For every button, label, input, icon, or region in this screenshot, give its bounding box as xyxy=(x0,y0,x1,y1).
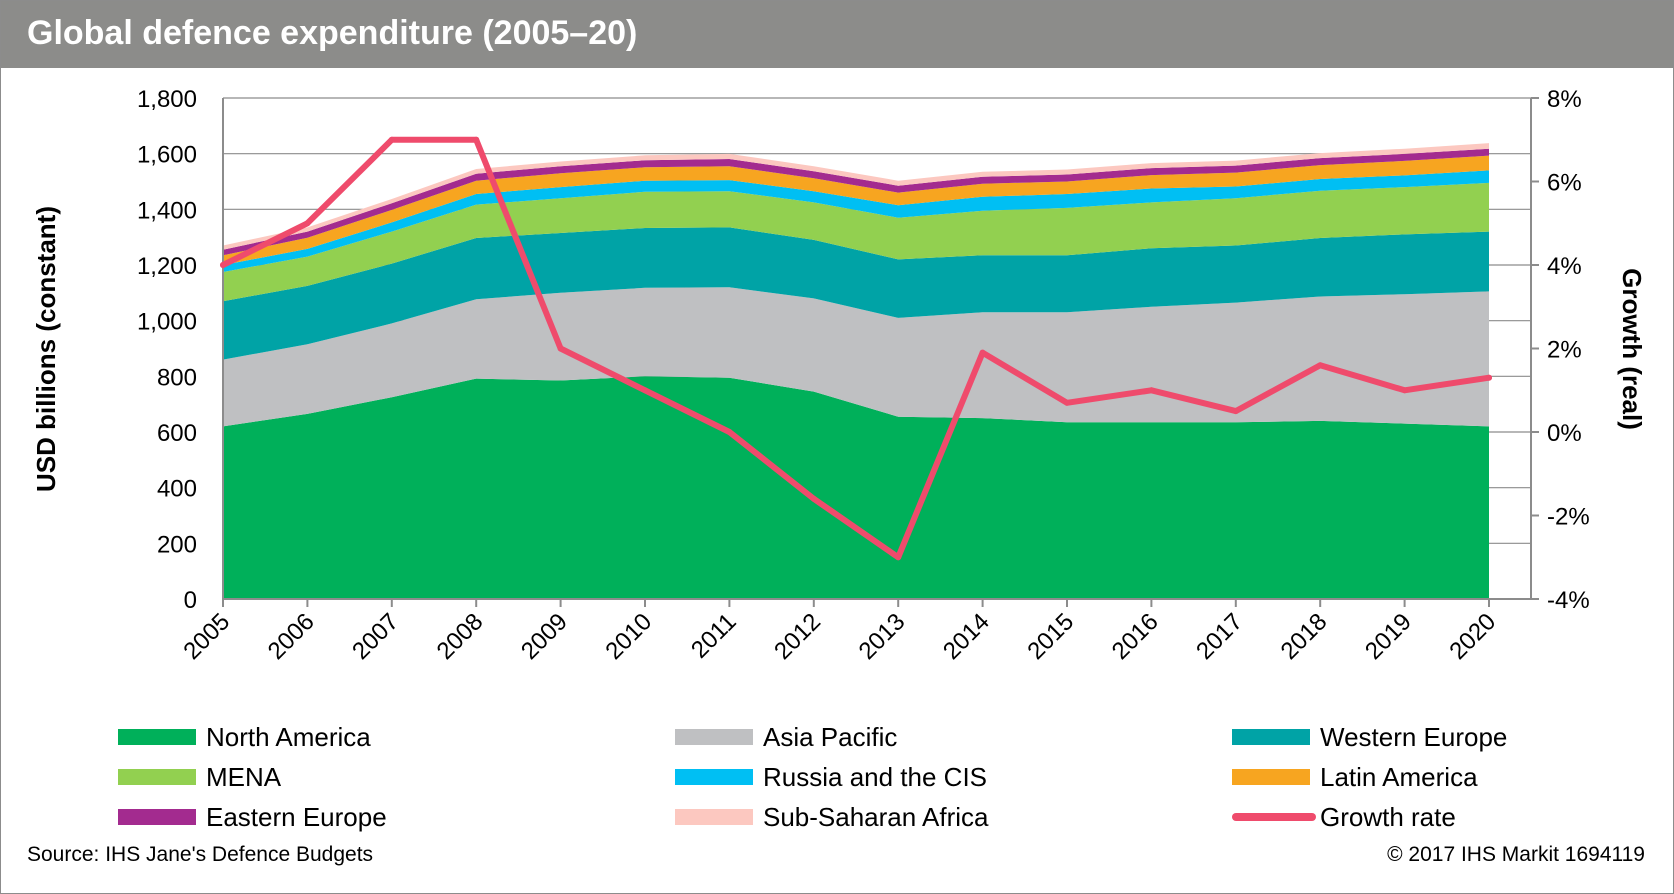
growth-rate-point xyxy=(220,262,226,268)
y-tick-label: 200 xyxy=(157,531,197,558)
growth-rate-point xyxy=(557,345,564,352)
growth-rate-point xyxy=(979,349,986,356)
x-tick-label: 2020 xyxy=(1444,608,1501,665)
area-north-america xyxy=(223,376,1489,599)
legend-label: Latin America xyxy=(1320,762,1478,792)
legend-label: Sub-Saharan Africa xyxy=(763,802,989,832)
growth-rate-point xyxy=(388,136,395,143)
growth-line-layer xyxy=(220,136,1492,561)
y-tick-label: 800 xyxy=(157,364,197,391)
y-axis-title: USD billions (constant) xyxy=(31,206,61,492)
y-tick-label: 0 xyxy=(184,587,197,614)
growth-rate-point xyxy=(642,387,648,394)
x-tick-label: 2019 xyxy=(1360,608,1417,665)
legend-swatch xyxy=(118,809,196,825)
growth-rate-point xyxy=(726,429,733,435)
legend-swatch xyxy=(1232,729,1310,745)
growth-rate-line xyxy=(220,136,1492,561)
growth-rate-point xyxy=(304,220,311,227)
y2-tick-label: 6% xyxy=(1547,170,1582,197)
area-russia-and-the-cis xyxy=(223,170,1489,272)
y2-tick-label: -2% xyxy=(1547,504,1590,531)
x-tick-label: 2011 xyxy=(686,608,742,664)
legend-label: Western Europe xyxy=(1320,722,1508,752)
y2-tick-label: 0% xyxy=(1547,420,1582,447)
area-asia-pacific xyxy=(223,287,1489,427)
copyright-note: © 2017 IHS Markit 1694119 xyxy=(1387,843,1645,866)
x-tick-label: 2008 xyxy=(432,608,489,665)
legend-swatch xyxy=(675,729,753,745)
y2-tick-label: 2% xyxy=(1547,337,1582,364)
x-tick-label: 2018 xyxy=(1276,608,1333,665)
y-tick-label: 400 xyxy=(157,476,197,503)
title-bar: Global defence expenditure (2005–20) xyxy=(1,1,1673,68)
stacked-areas xyxy=(223,143,1489,599)
legend-label: Asia Pacific xyxy=(763,722,898,752)
area-mena xyxy=(223,182,1489,302)
area-latin-america xyxy=(223,155,1489,265)
x-tick-label: 2013 xyxy=(854,608,911,665)
growth-rate-point xyxy=(1232,408,1239,415)
area-western-europe xyxy=(223,227,1489,360)
growth-rate-point xyxy=(1486,374,1492,381)
y2-axis-title: Growth (real) xyxy=(1617,268,1647,430)
y-tick-label: 1,400 xyxy=(137,197,197,224)
legend-swatch xyxy=(1232,769,1310,785)
x-tick-label: 2005 xyxy=(178,608,235,665)
growth-rate-point xyxy=(1148,387,1155,394)
legend-label: Russia and the CIS xyxy=(763,762,988,792)
y2-tick-label: 8% xyxy=(1547,86,1582,113)
y-tick-label: 600 xyxy=(157,420,197,447)
legend-label: MENA xyxy=(206,762,282,792)
x-tick-label: 2007 xyxy=(347,608,404,665)
legend-label: Eastern Europe xyxy=(206,802,387,832)
x-tick-label: 2006 xyxy=(263,608,320,665)
y2-tick-label: 4% xyxy=(1547,253,1582,280)
growth-rate-point xyxy=(1401,387,1408,394)
legend-label: Growth rate xyxy=(1320,802,1456,832)
legend-swatch xyxy=(118,729,196,745)
x-tick-label: 2015 xyxy=(1022,608,1079,665)
axes xyxy=(222,97,1539,607)
x-tick-label: 2017 xyxy=(1191,608,1248,665)
x-tick-label: 2016 xyxy=(1107,608,1164,665)
growth-rate-point xyxy=(1064,399,1070,406)
legend-swatch xyxy=(1232,813,1316,821)
growth-rate-point xyxy=(895,554,902,561)
legend-swatch xyxy=(675,769,753,785)
x-tick-label: 2010 xyxy=(600,608,657,665)
y-tick-label: 1,600 xyxy=(137,142,197,169)
chart-title: Global defence expenditure (2005–20) xyxy=(27,14,638,52)
y2-tick-label: -4% xyxy=(1547,587,1590,614)
source-note: Source: IHS Jane's Defence Budgets xyxy=(27,843,374,866)
area-sub-saharan-africa xyxy=(223,143,1489,250)
growth-rate-point xyxy=(810,495,817,502)
x-tick-label: 2012 xyxy=(769,608,826,665)
growth-rate-point xyxy=(1317,362,1324,369)
x-tick-label: 2014 xyxy=(938,608,995,665)
y-tick-label: 1,800 xyxy=(137,86,197,113)
legend-label: North America xyxy=(206,722,371,752)
growth-rate-point xyxy=(473,136,480,143)
legend-swatch xyxy=(118,769,196,785)
y-tick-label: 1,000 xyxy=(137,309,197,336)
area-eastern-europe xyxy=(223,148,1489,256)
legend-swatch xyxy=(675,809,753,825)
y-tick-label: 1,200 xyxy=(137,253,197,280)
x-tick-label: 2009 xyxy=(516,608,573,665)
